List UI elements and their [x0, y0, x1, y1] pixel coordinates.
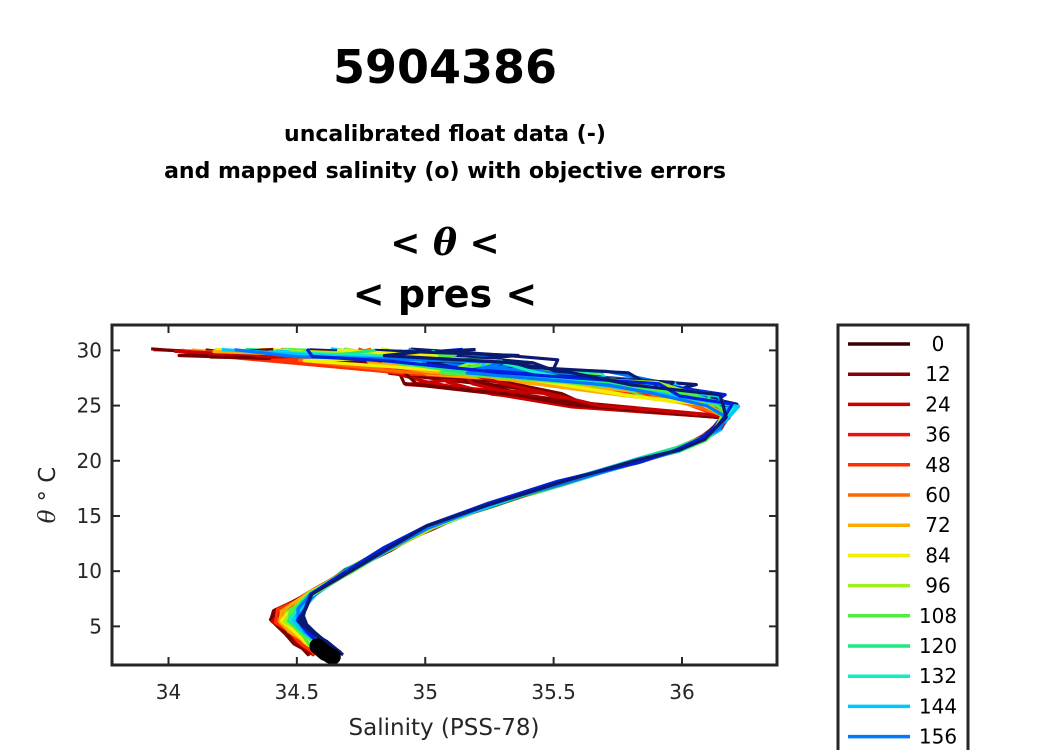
plot-frame — [110, 323, 779, 667]
chart-subtitle-line1: uncalibrated float data (-) — [284, 122, 606, 147]
chart-subtitle-theta-range: < θ < — [0, 222, 890, 264]
legend-label: 0 — [932, 332, 945, 356]
legend-label: 108 — [919, 604, 957, 628]
legend-box — [836, 323, 970, 750]
legend-label: 24 — [925, 392, 950, 416]
legend-label: 60 — [925, 483, 950, 507]
y-tick-label: 5 — [89, 614, 102, 638]
legend-label: 72 — [925, 513, 950, 537]
y-tick-label: 15 — [77, 504, 102, 528]
profile-line — [297, 349, 728, 655]
y-tick-label: 30 — [77, 338, 102, 362]
legend: 0 12 24 36 48 60 72 84 96 108 120 132 144 156 — [836, 323, 970, 750]
y-axis-label-unit: ° C — [35, 467, 61, 502]
legend-label: 12 — [925, 362, 950, 386]
chart-title: 5904386 — [332, 40, 558, 94]
y-tick-label: 25 — [77, 394, 102, 418]
legend-label: 120 — [919, 634, 957, 658]
legend-label: 84 — [925, 543, 950, 567]
y-tick-label: 10 — [77, 559, 102, 583]
x-axis-ticks: 34 34.5 35 35.5 36 — [156, 325, 695, 704]
x-tick-label: 34.5 — [275, 680, 320, 704]
legend-label: 36 — [925, 423, 950, 447]
legend-label: 156 — [919, 725, 957, 749]
legend-label: 132 — [919, 664, 957, 688]
legend-label: 48 — [925, 453, 950, 477]
mapped-points — [309, 638, 341, 665]
x-tick-label: 36 — [669, 680, 694, 704]
x-tick-label: 35 — [413, 680, 438, 704]
chart-subtitle-pres-range: < pres < — [352, 272, 538, 316]
y-axis-ticks: 5 10 15 20 25 30 — [77, 338, 777, 638]
mapped-point — [324, 648, 341, 665]
theta-symbol: θ — [432, 222, 457, 264]
theta-range-left: < — [390, 223, 421, 264]
chart-subtitle-line2: and mapped salinity (o) with objective e… — [164, 159, 726, 184]
legend-label: 144 — [919, 694, 957, 718]
y-tick-label: 20 — [77, 449, 102, 473]
x-tick-label: 35.5 — [531, 680, 576, 704]
profile-lines — [150, 347, 741, 657]
x-axis-label: Salinity (PSS-78) — [349, 715, 540, 741]
y-axis-label: θ ° C — [35, 467, 61, 524]
x-tick-label: 34 — [156, 680, 181, 704]
y-axis-label-symbol: θ — [35, 509, 61, 523]
theta-range-right: < — [469, 223, 500, 264]
legend-label: 96 — [925, 574, 950, 598]
